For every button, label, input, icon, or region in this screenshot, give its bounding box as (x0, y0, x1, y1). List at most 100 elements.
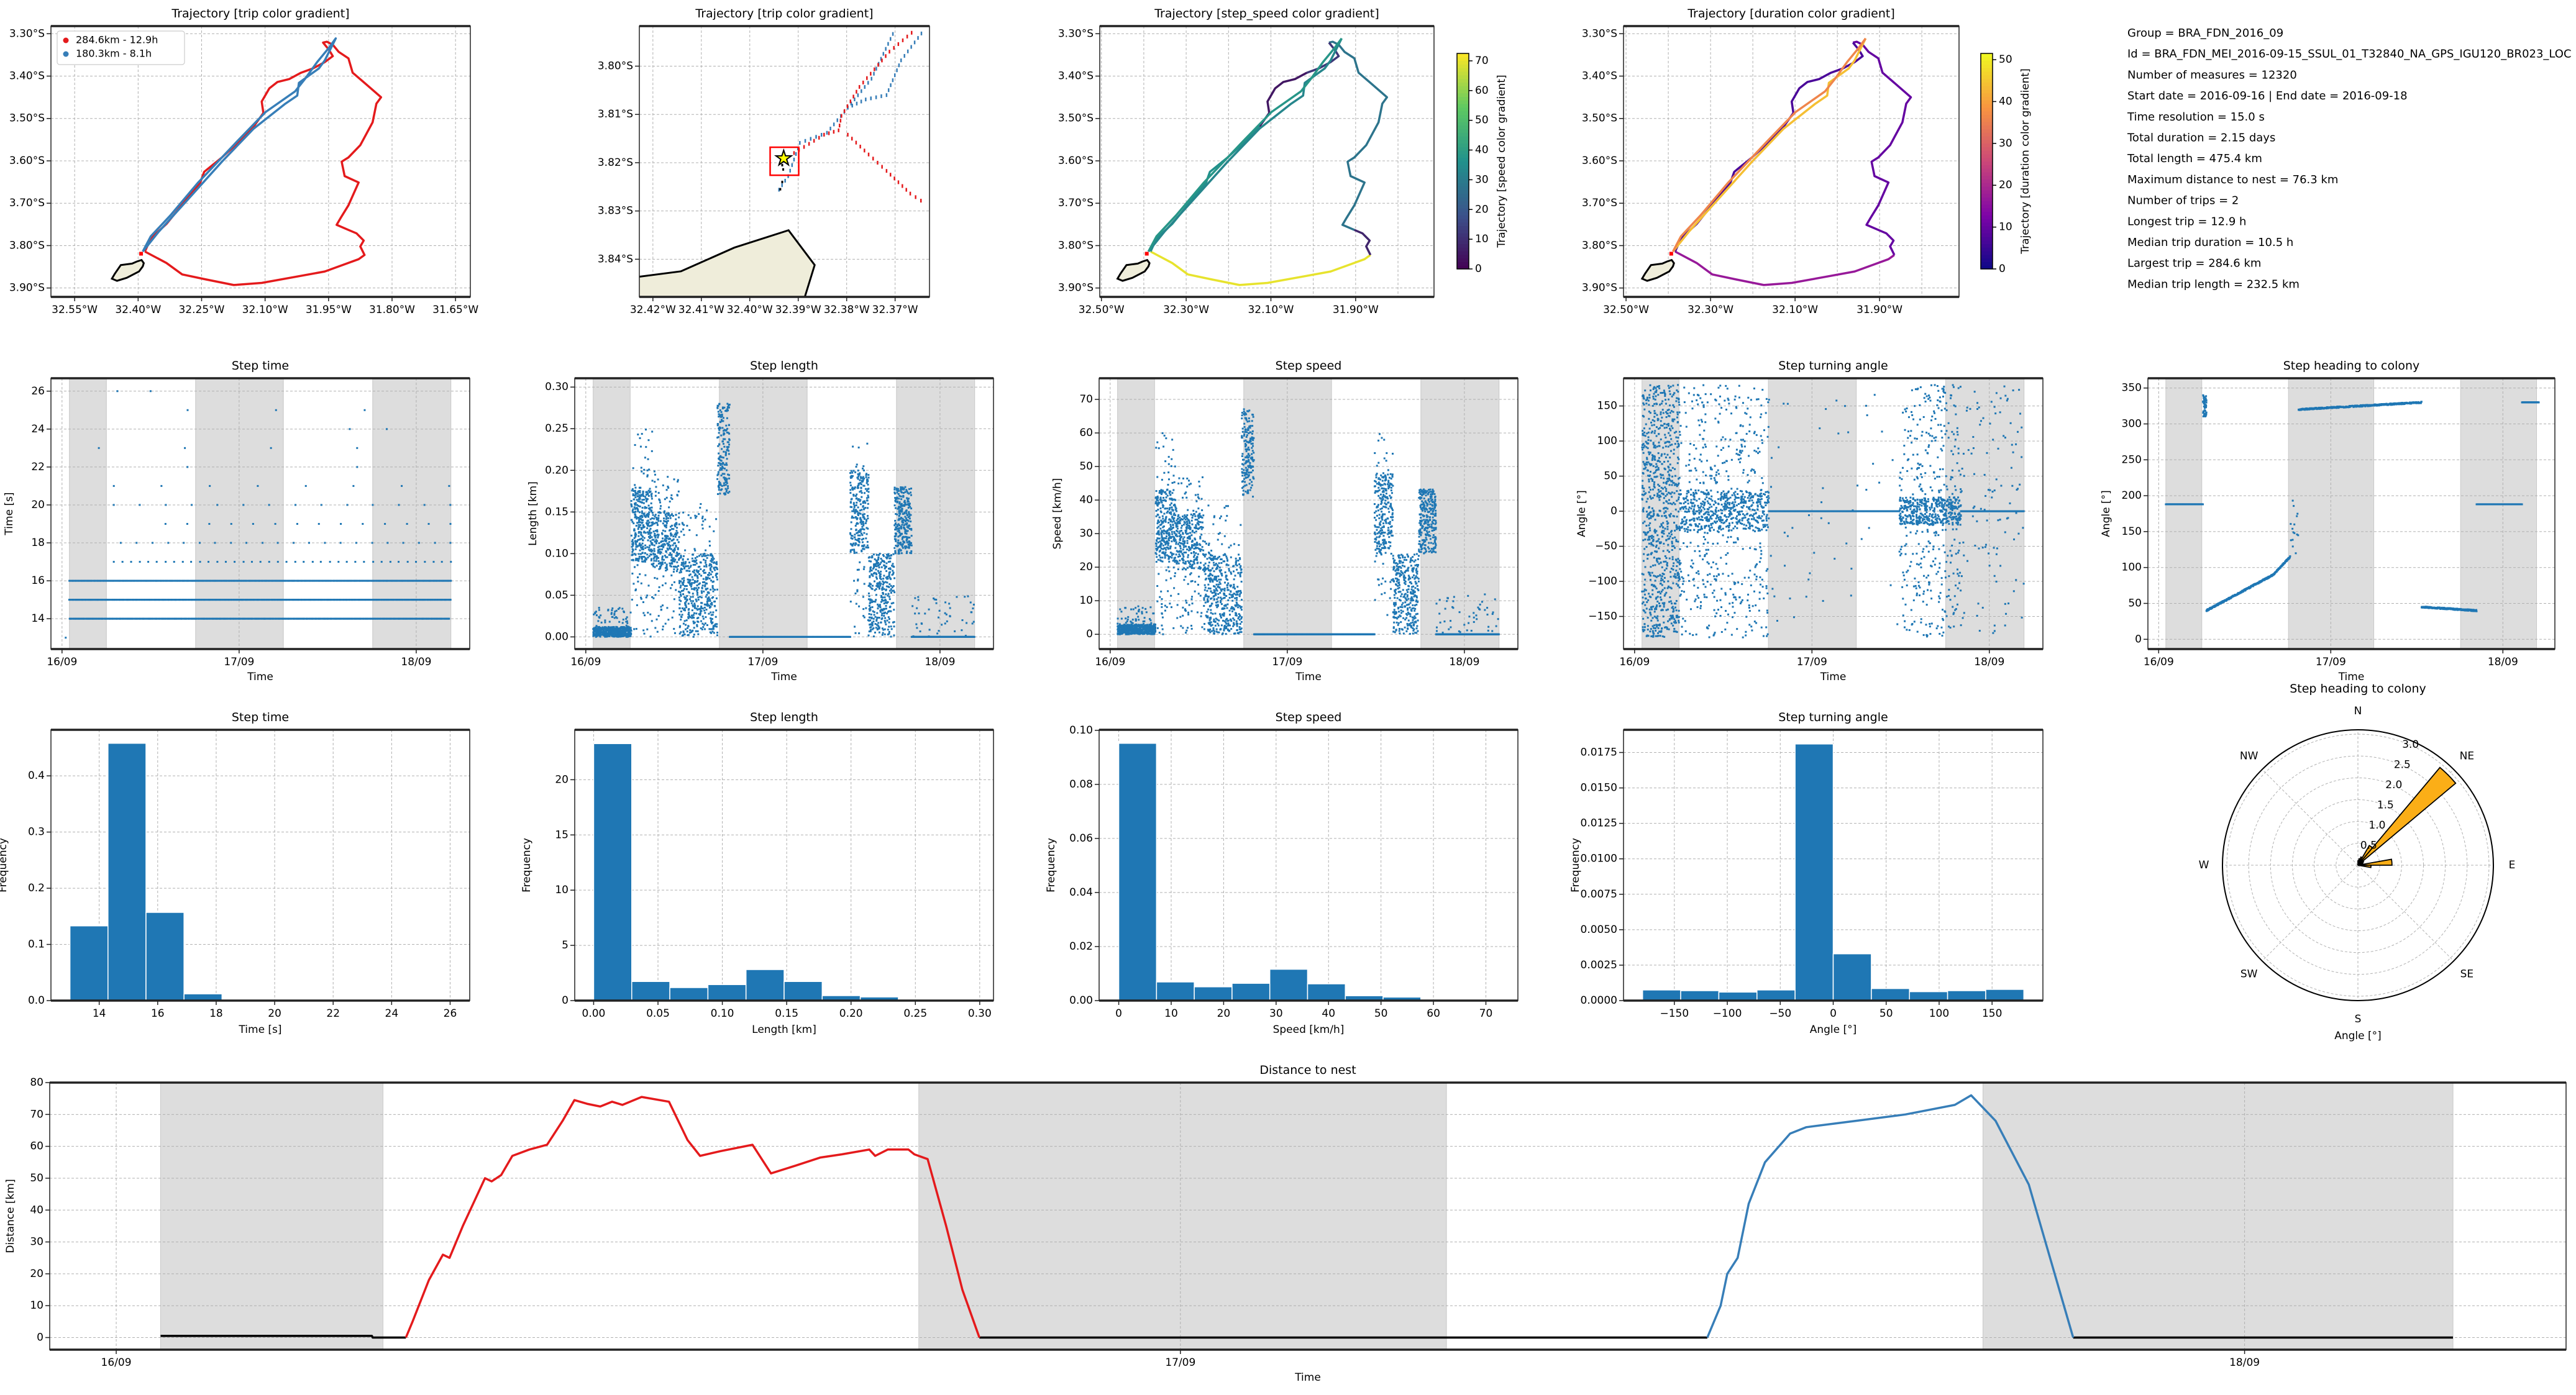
scatter-point (895, 513, 897, 516)
scatter-point (723, 434, 725, 436)
scatter-point (444, 617, 447, 620)
scatter-point (877, 627, 879, 630)
scatter-point (649, 507, 651, 509)
scatter-point (642, 526, 644, 529)
scatter-point (880, 621, 882, 624)
scatter-point (698, 513, 700, 516)
scatter-point (863, 528, 866, 530)
scatter-point (862, 608, 865, 611)
scatter-point (716, 437, 719, 439)
scatter-point (76, 617, 79, 620)
scatter-point (685, 570, 688, 572)
scatter-point (362, 617, 365, 620)
scatter-point (641, 521, 644, 524)
scatter-point (268, 579, 271, 582)
scatter-point (683, 633, 686, 635)
scatter-point (265, 617, 267, 620)
info-line: Longest trip = 12.9 h (2127, 215, 2246, 228)
scatter-point (183, 599, 185, 601)
scatter-point (664, 525, 667, 527)
scatter-point (854, 509, 857, 511)
scatter-point (647, 494, 650, 497)
scatter-point (670, 514, 672, 516)
scatter-point (306, 617, 309, 620)
scatter-point (315, 599, 317, 601)
scatter-point (724, 477, 727, 479)
scatter-point (651, 538, 654, 541)
scatter-point (852, 508, 855, 511)
scatter-point (854, 511, 857, 513)
scatter-point (634, 504, 636, 506)
scatter-point (658, 545, 660, 548)
scatter-point (875, 572, 877, 575)
scatter-point (679, 591, 682, 593)
scatter-point (636, 499, 638, 501)
colorbar-cell (1457, 136, 1469, 140)
scatter-point (427, 617, 430, 620)
scatter-point (637, 505, 639, 507)
scatter-point (905, 545, 908, 548)
scatter-point (642, 525, 645, 527)
scatter-point (677, 565, 680, 567)
y-tick-label: 3.60°S (9, 155, 45, 167)
scatter-point (592, 628, 595, 630)
scatter-point (873, 611, 875, 613)
scatter-point (644, 429, 647, 431)
scatter-point (222, 579, 224, 582)
scatter-point (688, 615, 691, 617)
colorbar-cell (1457, 186, 1469, 191)
scatter-point (647, 458, 649, 460)
scatter-point (659, 562, 661, 565)
scatter-point (898, 542, 900, 544)
colored-track-segment (1672, 37, 1867, 252)
scatter-point (643, 537, 646, 539)
scatter-point (890, 602, 893, 605)
scatter-point (85, 617, 88, 620)
scatter-point (871, 600, 874, 602)
colorbar-cell (1457, 258, 1469, 263)
scatter-point (850, 475, 852, 477)
scatter-point (716, 623, 718, 625)
scatter-point (875, 573, 878, 576)
colorbar-cell (1981, 103, 1993, 108)
scatter-point (875, 599, 877, 601)
scatter-point (653, 470, 655, 473)
scatter-point (852, 445, 854, 448)
scatter-point (649, 540, 652, 542)
scatter-point (119, 599, 121, 601)
track-point (887, 42, 889, 46)
scatter-point (632, 543, 634, 545)
colorbar-cell (1457, 236, 1469, 241)
scatter-point (193, 617, 196, 620)
scatter-point (674, 523, 677, 525)
scatter-point (131, 617, 134, 620)
scatter-point (885, 570, 888, 572)
scatter-point (655, 618, 658, 620)
scatter-point (665, 520, 667, 522)
colorbar-cell (1981, 78, 1993, 83)
scatter-point (264, 599, 267, 601)
y-tick-label: 3.90°S (1058, 282, 1094, 294)
scatter-point (611, 632, 614, 635)
scatter-point (70, 579, 73, 582)
track-point (855, 140, 857, 145)
scatter-point (345, 561, 348, 563)
scatter-point (434, 599, 436, 601)
scatter-point (651, 493, 653, 495)
scatter-point (447, 579, 450, 582)
scatter-point (879, 609, 882, 612)
scatter-point (229, 599, 231, 601)
scatter-point (859, 517, 862, 519)
scatter-point (855, 517, 857, 519)
colorbar-cell (1457, 189, 1469, 194)
scatter-point (886, 581, 888, 584)
scatter-point (894, 532, 897, 535)
x-tick-label: 32.50°W (1079, 304, 1125, 316)
track-point (889, 173, 892, 177)
scatter-point (107, 579, 110, 582)
scatter-point (349, 617, 352, 620)
scatter-point (298, 579, 301, 582)
scatter-point (889, 567, 892, 570)
scatter-point (696, 624, 698, 626)
scatter-point (642, 612, 645, 614)
